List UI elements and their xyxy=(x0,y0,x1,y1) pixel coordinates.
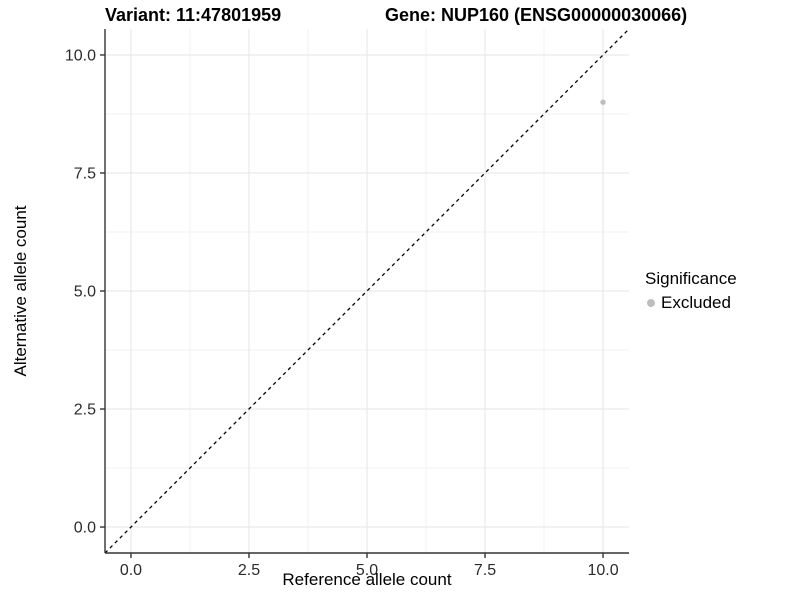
x-tick-label: 5.0 xyxy=(356,562,378,579)
y-tick-label: 7.5 xyxy=(74,165,96,182)
legend-item-excluded: Excluded xyxy=(645,293,737,313)
y-tick-label: 0.0 xyxy=(74,520,96,537)
data-point xyxy=(600,99,606,105)
legend-title: Significance xyxy=(645,269,737,288)
x-tick-label: 0.0 xyxy=(120,562,142,579)
x-tick-label: 2.5 xyxy=(238,562,260,579)
plot-title-variant: Variant: 11:47801959 xyxy=(105,5,282,25)
y-tick-label: 2.5 xyxy=(74,402,96,419)
identity-line xyxy=(104,28,630,554)
x-tick-label: 7.5 xyxy=(474,562,496,579)
plot-title-gene: Gene: NUP160 (ENSG00000030066) xyxy=(385,5,688,25)
y-tick-label: 5.0 xyxy=(74,284,96,301)
x-tick-label: 10.0 xyxy=(587,562,618,579)
legend-point-icon xyxy=(647,299,655,307)
legend-item-label: Excluded xyxy=(661,293,731,312)
y-tick-label: 10.0 xyxy=(65,47,96,64)
legend: Significance Excluded xyxy=(645,269,737,313)
y-axis-title: Alternative allele count xyxy=(11,205,30,377)
x-axis-title: Reference allele count xyxy=(282,570,452,589)
